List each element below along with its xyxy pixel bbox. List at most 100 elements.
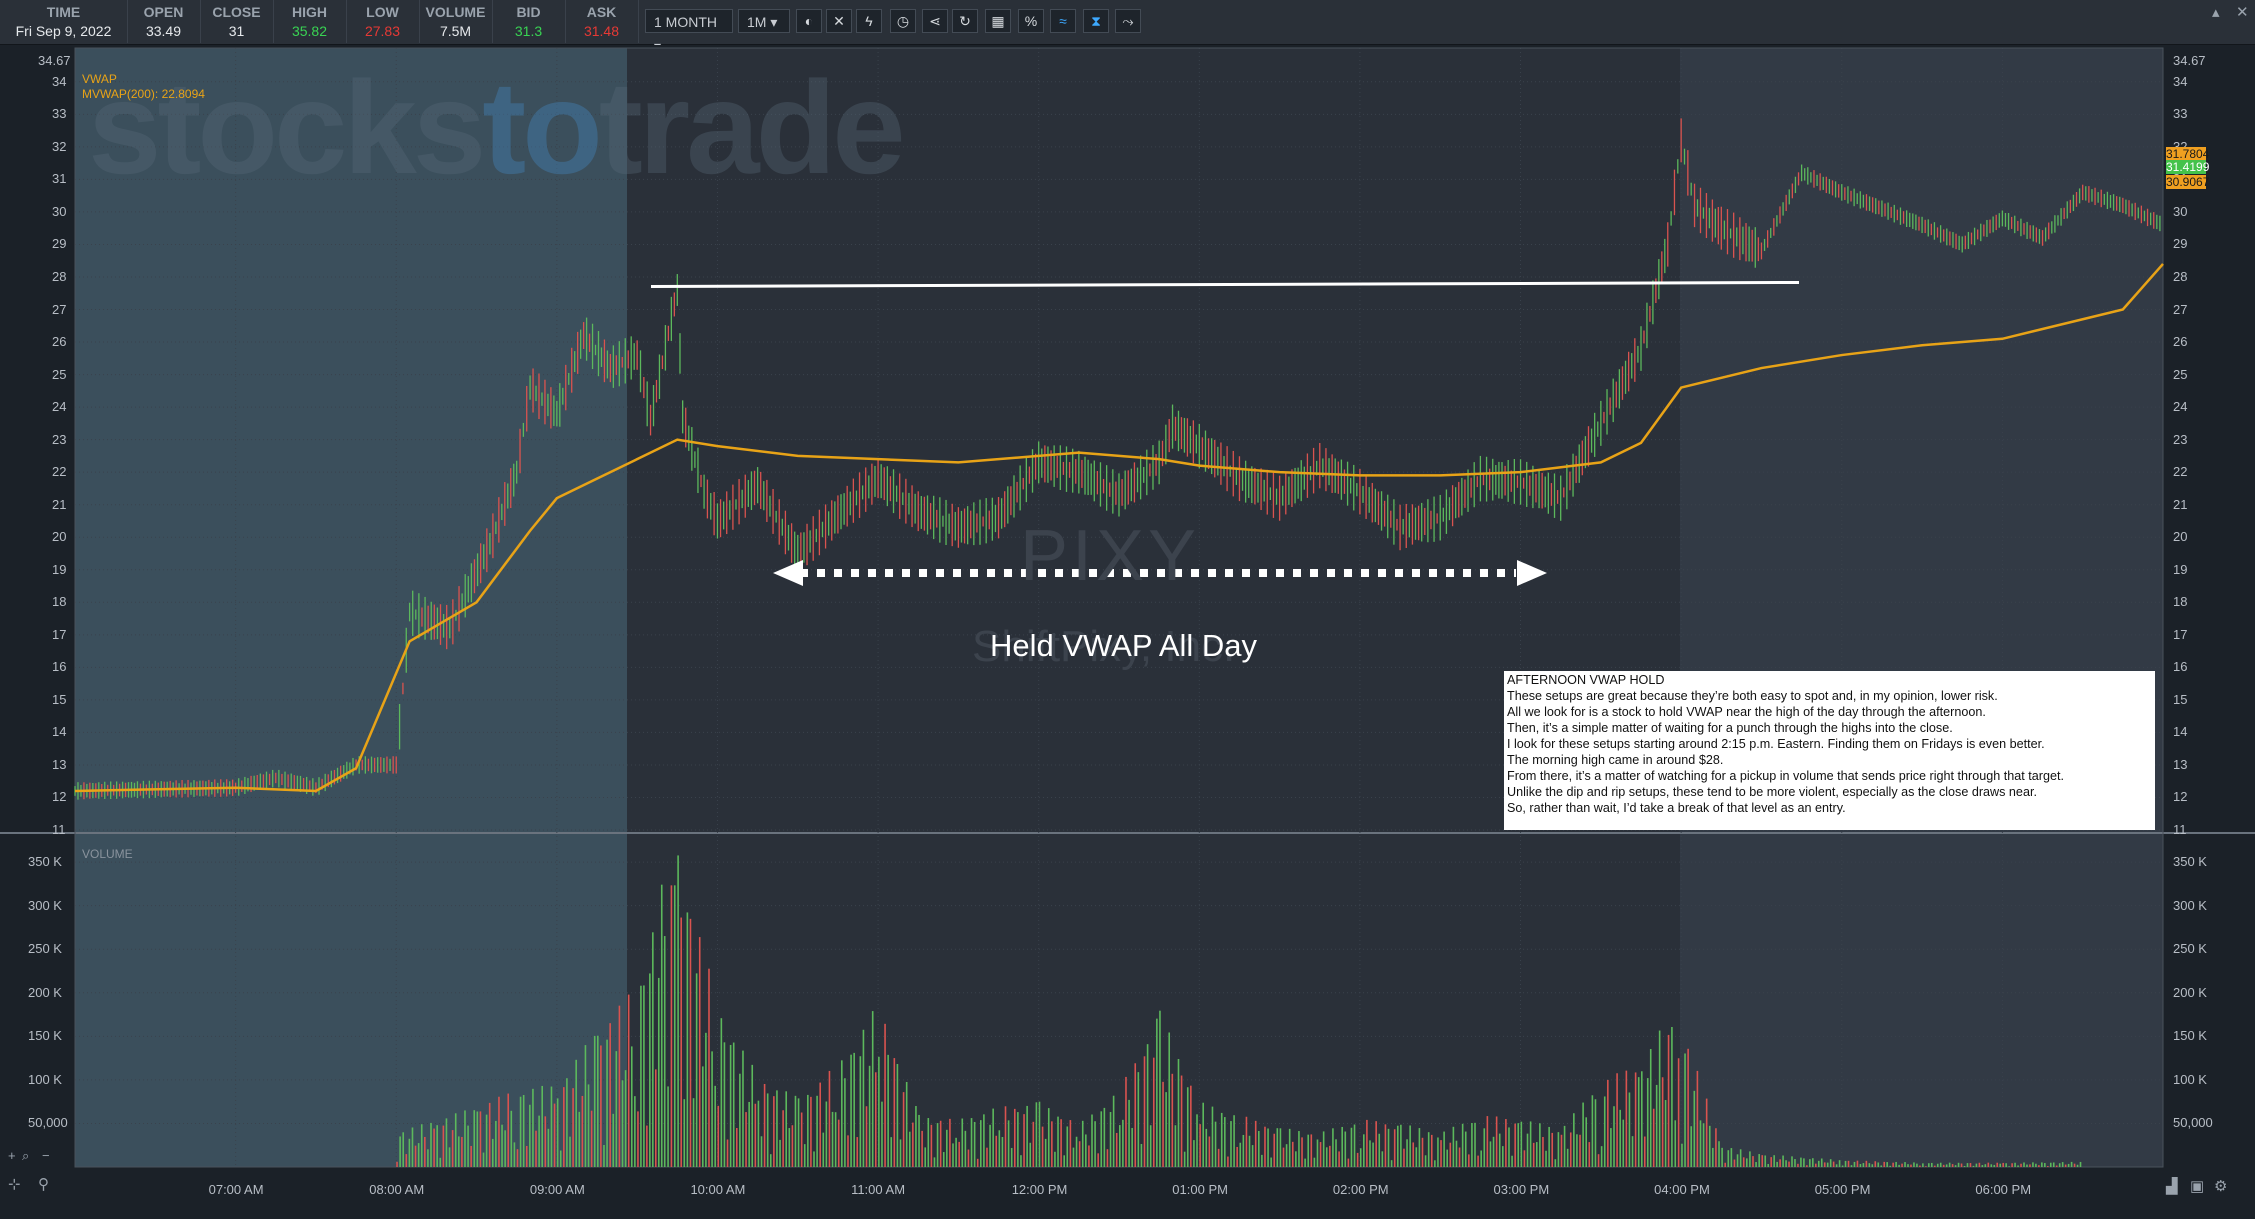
volume-bar [1505, 1119, 1507, 1167]
volume-bar [723, 1042, 726, 1167]
volume-bar [1939, 1162, 1942, 1167]
volume-bar [1072, 1147, 1075, 1167]
stat-value: 35.82 [291, 23, 328, 39]
palette-icon[interactable]: ◐ [796, 9, 822, 33]
volume-bar [1687, 1048, 1689, 1167]
volume-bar [1319, 1142, 1322, 1167]
volume-bar [1369, 1140, 1371, 1167]
crosshair-icon[interactable]: ⊹ [8, 1176, 21, 1193]
volume-bar [1264, 1126, 1266, 1167]
pin-icon[interactable]: ⚲ [38, 1176, 49, 1193]
volume-bar [1214, 1121, 1217, 1167]
collapse-icon[interactable]: ▴ [2212, 4, 2220, 21]
volume-bar [677, 855, 679, 1167]
resistance-line [650, 280, 1800, 288]
interval-select[interactable]: 1M ▾ [738, 9, 790, 33]
volume-bar [1483, 1128, 1486, 1167]
volume-bar [1298, 1131, 1300, 1167]
volume-bar [1715, 1128, 1717, 1167]
volume-bar [1806, 1165, 1808, 1167]
save-icon[interactable]: ▣ [2190, 1178, 2205, 1195]
share-icon[interactable]: ⋖ [922, 9, 948, 33]
vwap-legend[interactable]: VWAP [82, 72, 117, 86]
volume-bar [1350, 1127, 1353, 1167]
price-chart[interactable] [0, 45, 2255, 1219]
volume-bar [1375, 1121, 1377, 1167]
stat-value: Fri Sep 9, 2022 [15, 23, 112, 39]
volume-bar [1434, 1160, 1436, 1167]
volume-bar [1702, 1123, 1705, 1167]
indicator-icon[interactable]: ≈ [1050, 9, 1076, 33]
volume-bar [1829, 1159, 1832, 1167]
volume-bar [921, 1130, 923, 1167]
volume-bar [1257, 1131, 1260, 1167]
volume-bar [1671, 1026, 1673, 1167]
volume-bar [705, 1032, 707, 1167]
stat-label: VOLUME [425, 4, 486, 20]
volume-bar [1667, 1034, 1670, 1167]
volume-bar [1075, 1136, 1078, 1167]
volume-bar [538, 1115, 540, 1167]
volume-bar [1850, 1165, 1853, 1167]
volume-bar [1400, 1124, 1402, 1167]
percent-icon[interactable]: % [1018, 9, 1044, 33]
layout-icon[interactable]: ▦ [985, 9, 1011, 33]
volume-bar [1684, 1053, 1686, 1167]
volume-bar [1199, 1124, 1201, 1167]
zoom-in-icon[interactable]: + [8, 1148, 16, 1163]
volume-bar [1344, 1131, 1347, 1167]
tools-icon[interactable]: ✕ [826, 9, 852, 33]
volume-bar [2064, 1164, 2067, 1167]
volume-bar [1990, 1164, 1993, 1167]
volume-bar [1498, 1133, 1501, 1167]
volume-bar [1643, 1136, 1646, 1167]
price-axis-label: 11 [52, 822, 66, 837]
volume-bar [1273, 1133, 1276, 1167]
volume-axis-label: 350 K [28, 854, 62, 870]
hourglass-icon[interactable]: ⧗ [1083, 9, 1109, 33]
volume-bar [828, 1070, 831, 1167]
range-select[interactable]: 1 MONTH ▾ [645, 9, 733, 54]
volume-bar [732, 1042, 735, 1167]
volume-bar [1063, 1155, 1066, 1167]
volume-bar [1922, 1163, 1924, 1167]
volume-bar [550, 1086, 553, 1167]
volume-bar [933, 1157, 936, 1167]
lightning-icon[interactable]: ϟ [856, 9, 882, 33]
volume-bar [2002, 1162, 2004, 1167]
volume-bar [655, 1069, 657, 1167]
settings-icon[interactable]: ⚙ [2214, 1178, 2228, 1195]
refresh-icon[interactable]: ↻ [952, 9, 978, 33]
volume-bar [810, 1096, 812, 1167]
volume-bar [1017, 1112, 1019, 1167]
vwap-line [74, 263, 2164, 793]
search-icon[interactable]: ⌕ [22, 1148, 30, 1163]
volume-bar [850, 1054, 852, 1167]
chart-type-icon[interactable]: ▟ [2166, 1178, 2178, 1195]
close-icon[interactable]: ✕ [2236, 4, 2249, 21]
stat-value: 31.3 [514, 23, 543, 39]
volume-bar [983, 1114, 985, 1167]
volume-bar [1785, 1160, 1787, 1167]
volume-bar [1471, 1123, 1473, 1167]
stat-bid: BID 31.3 [492, 0, 566, 43]
volume-bar [1782, 1155, 1784, 1167]
clock-icon[interactable]: ◷ [890, 9, 916, 33]
price-axis-label: 21 [2173, 496, 2188, 512]
volume-bar [1335, 1139, 1337, 1167]
volume-bar [411, 1127, 414, 1167]
volume-bar [1443, 1131, 1445, 1167]
volume-bar [535, 1130, 537, 1167]
volume-bar [1069, 1120, 1072, 1167]
price-axis-label: 15 [2173, 691, 2188, 707]
ticker-watermark: PIXY [1020, 516, 1201, 596]
volume-bar [1619, 1109, 1621, 1167]
volume-bar [1270, 1157, 1272, 1167]
zoom-out-icon[interactable]: − [42, 1148, 50, 1163]
brand-watermark: stockstotrade [88, 54, 906, 201]
volume-bar [2035, 1163, 2037, 1167]
link-icon[interactable]: ⤳ [1115, 9, 1141, 33]
price-axis-label: 19 [2173, 561, 2188, 577]
mvwap-legend[interactable]: MVWAP(200): 22.8094 [82, 87, 205, 101]
volume-bar [1353, 1124, 1356, 1167]
